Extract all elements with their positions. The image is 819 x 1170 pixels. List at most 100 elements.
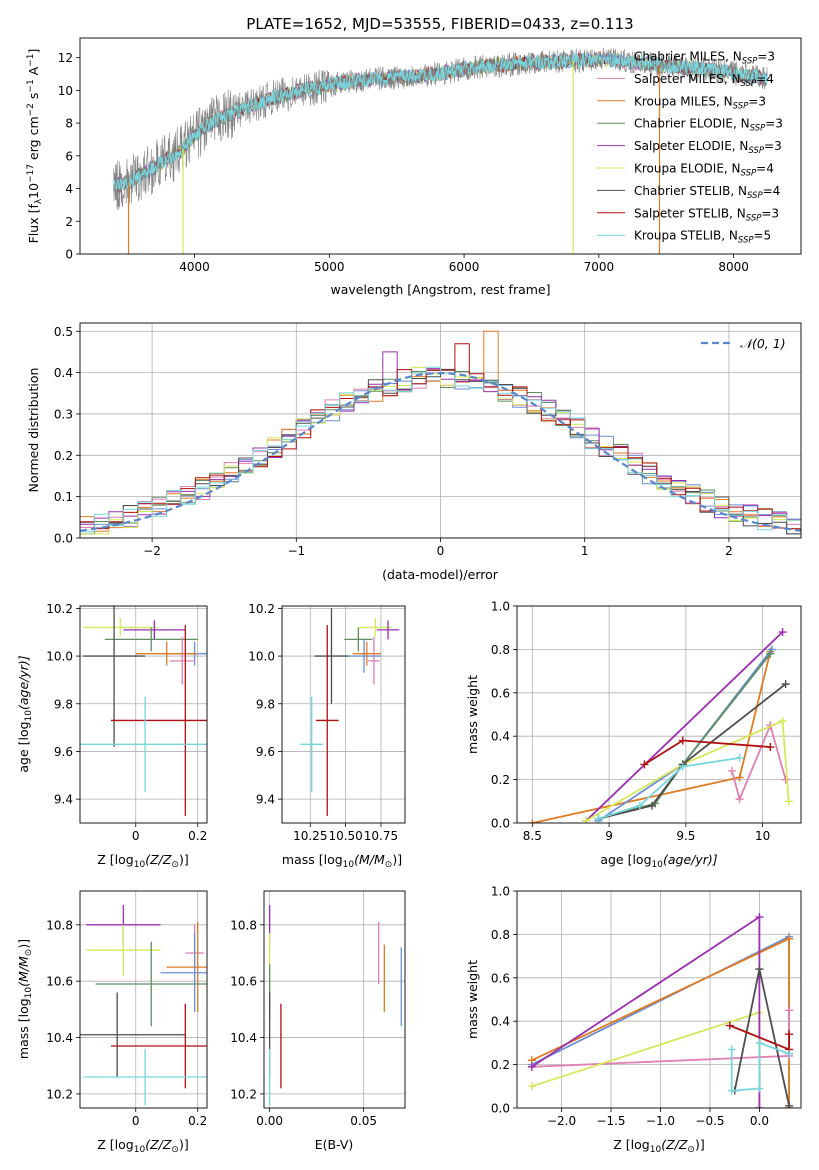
spectrum-ytick-label: 8: [65, 117, 73, 131]
age-vs-z-ylabel-part: age [log: [16, 721, 31, 772]
spectrum-ylabel-part: A: [26, 66, 41, 79]
weight_vs_age-xtick-label: 9.5: [676, 829, 695, 843]
mass-vs-z-ylabel-part: ⊙: [24, 949, 34, 957]
weight_vs_age-marker-chabrier-elodie: [766, 649, 775, 658]
weight_vs_Z-ytick-label: 0.6: [491, 971, 510, 985]
mass-vs-z-ylabel-part: mass [log: [16, 998, 31, 1059]
age-vs-z-xlabel-part: 10: [134, 860, 146, 870]
age_vs_mass-xtick-label: 10.50: [328, 829, 362, 843]
legend-subscript: SSP: [741, 79, 757, 89]
axes-frame: [516, 605, 802, 824]
weight_vs_Z-line-chabrier-stelib: [733, 968, 790, 1106]
spectrum-ylabel-part: Flux [f: [26, 204, 41, 244]
weight_vs_Z-xtick-label: −1.0: [646, 1114, 675, 1128]
weight_vs_Z-ytick-label: 0.0: [491, 1102, 510, 1116]
weight_vs_Z-marker-chabrier-stelib: [755, 965, 764, 974]
weight_vs_Z-xtick-label: −0.5: [695, 1114, 724, 1128]
mass_vs_Z-ytick-label: 10.8: [46, 918, 73, 932]
weight_vs_age-marker-salpeter-miles: [727, 766, 736, 775]
spectrum-ylabel-part: erg cm: [26, 116, 41, 164]
residuals-ytick-label: 0.5: [54, 325, 73, 339]
legend-suffix: =5: [754, 229, 772, 243]
legend-label-gaussian: 𝒩(0, 1): [740, 336, 786, 351]
legend-text: Chabrier MILES, N: [634, 50, 742, 64]
age_vs_Z-ytick-label: 9.4: [54, 793, 73, 807]
age_vs_mass-xtick-label: 10.75: [364, 829, 398, 843]
mass-vs-z-xlabel-part: ⊙: [171, 1145, 179, 1155]
weight_vs_age-marker-chabrier-miles: [767, 645, 776, 654]
residuals-axes: −2 −1 0 1 2 0.0 0.1 0.2 0.3 0.4 0.5 𝒩(0, 1) (data-mo…: [26, 322, 802, 582]
weight_vs_age-marker-kroupa-stelib: [735, 753, 744, 762]
weight_vs_age-marker-kroupa-stelib: [678, 762, 687, 771]
age_vs_mass-ytick-label: 9.6: [256, 745, 275, 759]
age_vs_Z-xtick-label: 0.2: [188, 829, 207, 843]
spectrum-ytick-label: 10: [58, 84, 73, 98]
axes-frame: [79, 605, 208, 824]
weight_vs_Z-marker-kroupa-stelib: [727, 1086, 736, 1095]
residuals-ytick-label: 0.3: [54, 407, 73, 421]
weight-vs-z-xlabel-part: Z [log: [613, 1137, 649, 1152]
mass_vs_Z-xtick-label: 0: [132, 1114, 140, 1128]
legend-label-salpeter-elodie: Salpeter ELODIE, NSSP=3: [634, 139, 782, 156]
legend-suffix: =3: [757, 50, 775, 64]
weight_vs_age-marker-kroupa-stelib: [594, 814, 603, 823]
spectrum-ylabel-part: ]: [26, 49, 41, 54]
weight_vs_age-ytick-label: 0.2: [491, 773, 510, 787]
mass_vs_ebv-ytick-label: 10.6: [230, 975, 257, 989]
weight-vs-z-xlabel-part: 10: [650, 1145, 662, 1155]
legend-label-salpeter-stelib: Salpeter STELIB, NSSP=3: [634, 206, 779, 223]
weight_vs_Z-xtick-label: 0.0: [750, 1114, 769, 1128]
mass_vs_ebv-ytick-label: 10.4: [230, 1031, 257, 1045]
legend-text: Kroupa ELODIE, N: [634, 162, 741, 176]
axes-frame: [263, 890, 406, 1109]
age-vs-z-ylabel-part: (age/yr)]: [16, 655, 31, 710]
mass-vs-z-xlabel-part: (Z/Z: [145, 1137, 172, 1152]
legend-suffix: =3: [748, 94, 766, 108]
weight_vs_age-ytick-label: 0.6: [491, 686, 510, 700]
axes-frame: [281, 605, 406, 824]
weight-vs-age-xlabel-part: age [log: [600, 852, 651, 867]
spectrum-xtick-label: 5000: [314, 260, 345, 274]
weight_vs_Z-marker-kroupa-stelib: [727, 1045, 736, 1054]
mass-vs-z-xlabel-part: 10: [134, 1145, 146, 1155]
weight_vs_Z-line-salpeter-elodie: [531, 915, 761, 1108]
legend-label-chabrier-elodie: Chabrier ELODIE, NSSP=3: [634, 117, 783, 134]
legend-subscript: SSP: [738, 236, 754, 246]
spectrum-ytick-label: 4: [65, 182, 73, 196]
weight_vs_age-marker-kroupa-elodie: [582, 816, 591, 823]
weight_vs_age-marker-salpeter-stelib: [766, 743, 775, 752]
residuals-xlabel: (data-model)/error: [382, 567, 499, 582]
spectrum-ylabel: Flux [fλ10−17 erg cm−2 s−1 A−1]: [26, 49, 44, 244]
legend-suffix: =4: [756, 162, 774, 176]
residuals-xtick-label: 2: [725, 544, 733, 558]
age_vs_mass-plot-area: [282, 606, 405, 823]
spectrum-xlabel: wavelength [Angstrom, rest frame]: [330, 282, 550, 297]
mass-vs-z-xlabel: Z [log10(Z/Z⊙)]: [97, 1137, 188, 1155]
age-vs-mass-xlabel-part: mass [log: [282, 852, 343, 867]
legend-suffix: =3: [761, 206, 779, 220]
mass-vs-ebv-xlabel: E(B-V): [315, 1137, 354, 1152]
weight-vs-z-xlabel: Z [log10(Z/Z⊙)]: [613, 1137, 704, 1155]
axes-frame: [79, 37, 802, 255]
legend-subscript: SSP: [746, 213, 762, 223]
weight_vs_age-marker-kroupa-elodie: [784, 797, 793, 806]
age_vs_mass-ytick-label: 9.4: [256, 793, 275, 807]
mass-vs-z-ylabel: mass [log10(M/M⊙)]: [16, 939, 34, 1059]
weight_vs_age-marker-chabrier-stelib: [781, 680, 790, 689]
age_vs_mass-ytick-label: 10.0: [248, 650, 275, 664]
axes-frame: [79, 890, 208, 1109]
legend-suffix: =3: [764, 139, 782, 153]
mass_vs_Z-ytick-label: 10.4: [46, 1031, 73, 1045]
weight_vs_age-line-salpeter-elodie: [585, 631, 784, 822]
weight_vs_Z-xtick-label: −1.5: [596, 1114, 625, 1128]
spectrum-xtick-label: 6000: [449, 260, 480, 274]
weight_vs_age-ytick-label: 0.8: [491, 643, 510, 657]
age-vs-z-xlabel-part: ⊙: [171, 860, 179, 870]
mass_vs_Z-plot-area: [80, 891, 207, 1108]
weight-vs-z-xlabel-part: (Z/Z: [661, 1137, 688, 1152]
weight_vs_Z-marker-salpeter-elodie: [755, 913, 764, 922]
weight_vs_Z-ytick-label: 0.4: [491, 1015, 510, 1029]
weight_vs_Z-marker-salpeter-stelib: [725, 1021, 734, 1030]
residuals-ytick-label: 0.2: [54, 449, 73, 463]
spectrum-xtick-label: 7000: [584, 260, 615, 274]
